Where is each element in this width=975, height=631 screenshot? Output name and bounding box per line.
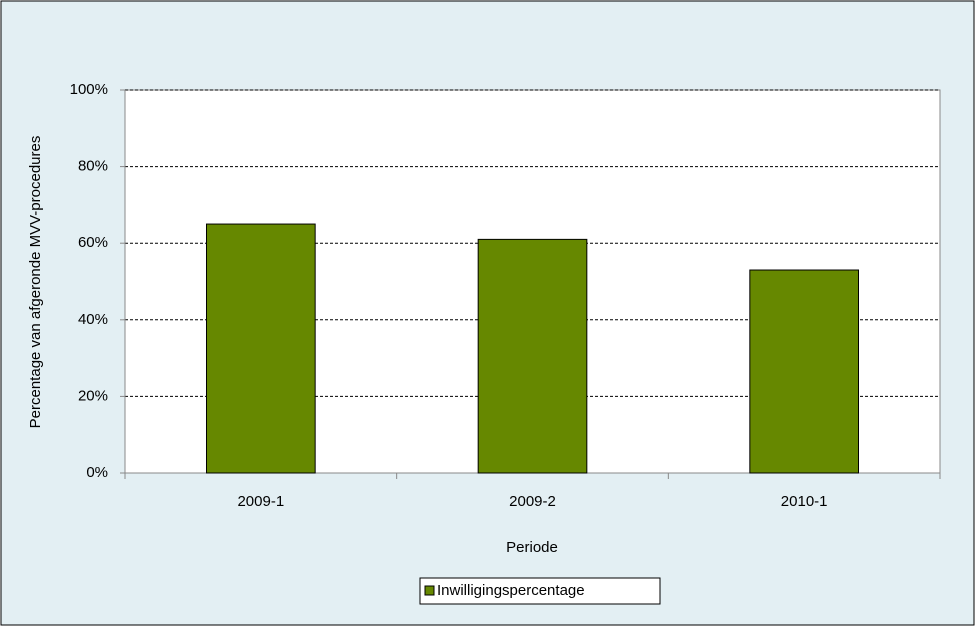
legend-swatch <box>424 585 435 596</box>
x-axis-label: Periode <box>506 539 558 556</box>
y-tick-label: 0% <box>86 464 108 481</box>
y-axis-label: Percentage van afgeronde MVV-procedures <box>27 136 44 429</box>
y-tick-label: 40% <box>78 311 108 328</box>
bar <box>477 238 588 474</box>
x-tick-label: 2009-2 <box>509 493 556 510</box>
x-tick-label: 2009-1 <box>237 493 284 510</box>
y-tick-label: 80% <box>78 158 108 175</box>
legend-label: Inwilligingspercentage <box>437 582 585 599</box>
x-tick-label: 2010-1 <box>781 493 828 510</box>
bar <box>206 223 316 474</box>
bar <box>749 269 859 474</box>
y-tick-label: 20% <box>78 387 108 404</box>
y-tick-label: 100% <box>70 81 108 98</box>
y-tick-label: 60% <box>78 234 108 251</box>
legend-box <box>419 577 661 605</box>
